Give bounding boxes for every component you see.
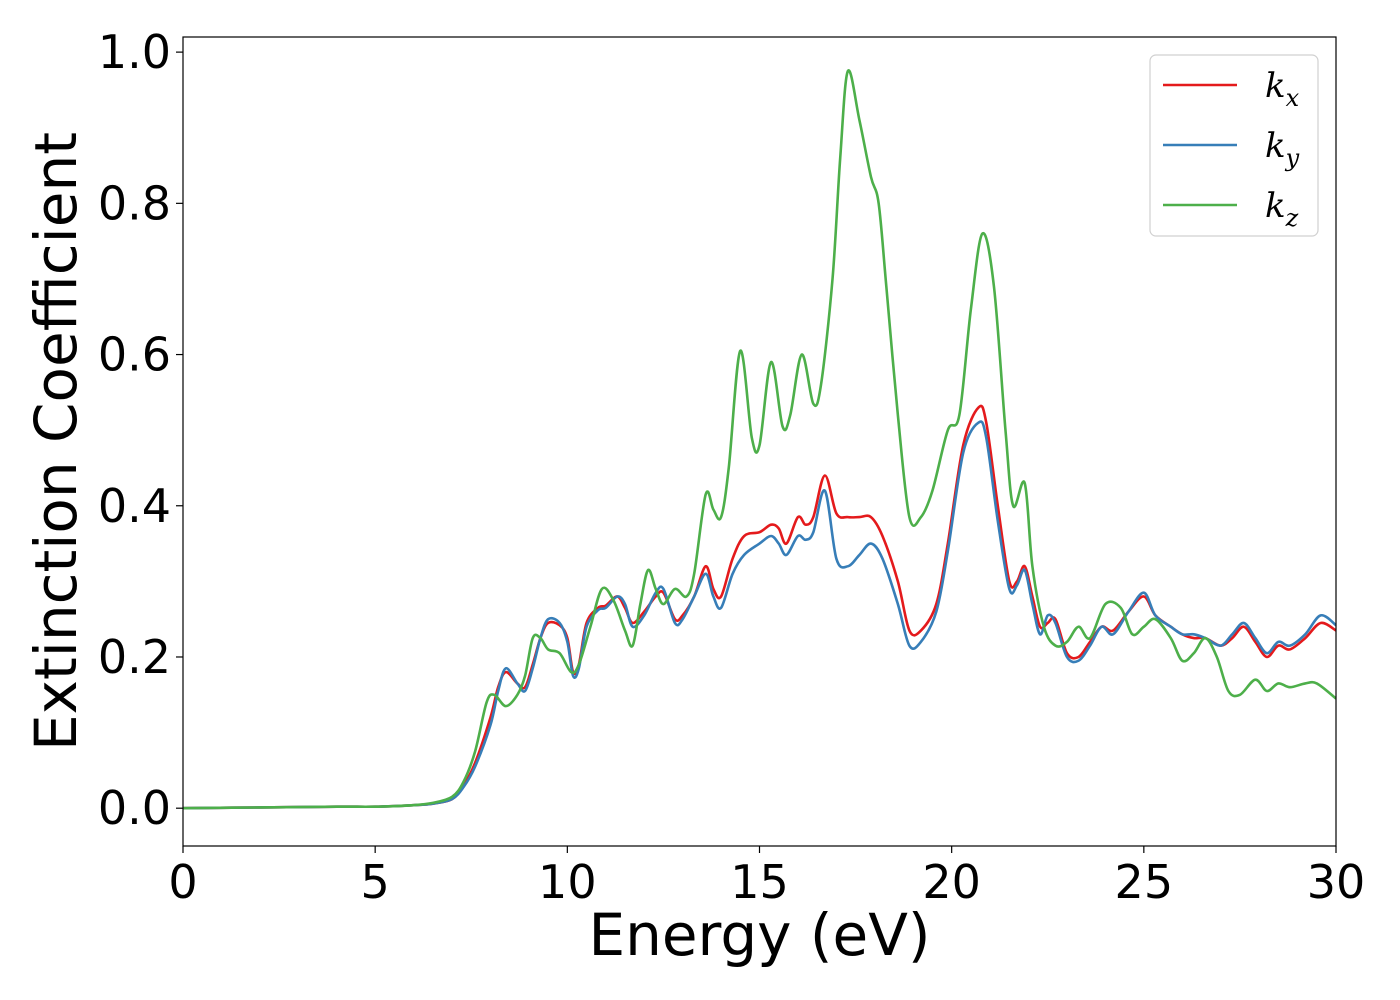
legend-label-subscript: x xyxy=(1286,84,1300,112)
x-tick-label: 5 xyxy=(361,855,390,909)
y-tick-label: 0.6 xyxy=(98,328,171,382)
x-axis-label: Energy (eV) xyxy=(588,901,930,969)
series-line-kx xyxy=(183,404,1336,810)
legend-label-base: k xyxy=(1265,66,1286,106)
x-tick-label: 10 xyxy=(538,855,597,909)
x-tick-label: 15 xyxy=(730,855,789,909)
y-tick-label: 0.4 xyxy=(98,479,171,533)
legend-label-ky: ky xyxy=(1265,126,1300,172)
x-tick-label: 20 xyxy=(922,855,981,909)
x-tick-label: 25 xyxy=(1115,855,1174,909)
legend-label-base: k xyxy=(1265,186,1286,226)
y-axis-label: Extinction Coefficient xyxy=(22,132,90,751)
legend-label-subscript: y xyxy=(1285,144,1300,172)
x-tick-label: 30 xyxy=(1307,855,1366,909)
y-tick-label: 1.0 xyxy=(98,25,171,79)
y-axis-ticks: 0.0 0.2 0.4 0.6 0.8 1.0 xyxy=(98,25,183,835)
legend-label-kx: kx xyxy=(1265,66,1300,112)
y-tick-label: 0.0 xyxy=(98,781,171,835)
legend-label-subscript: z xyxy=(1285,204,1299,232)
x-tick-label: 0 xyxy=(168,855,197,909)
plot-lines xyxy=(183,69,1336,810)
x-axis-ticks: 0 5 10 15 20 25 30 xyxy=(168,846,1365,909)
series-line-kz xyxy=(183,69,1336,810)
legend-label-base: k xyxy=(1265,126,1286,166)
series-line-ky xyxy=(183,420,1336,810)
y-tick-label: 0.2 xyxy=(98,630,171,684)
legend-label-kz: kz xyxy=(1265,186,1299,232)
y-tick-label: 0.8 xyxy=(98,176,171,230)
